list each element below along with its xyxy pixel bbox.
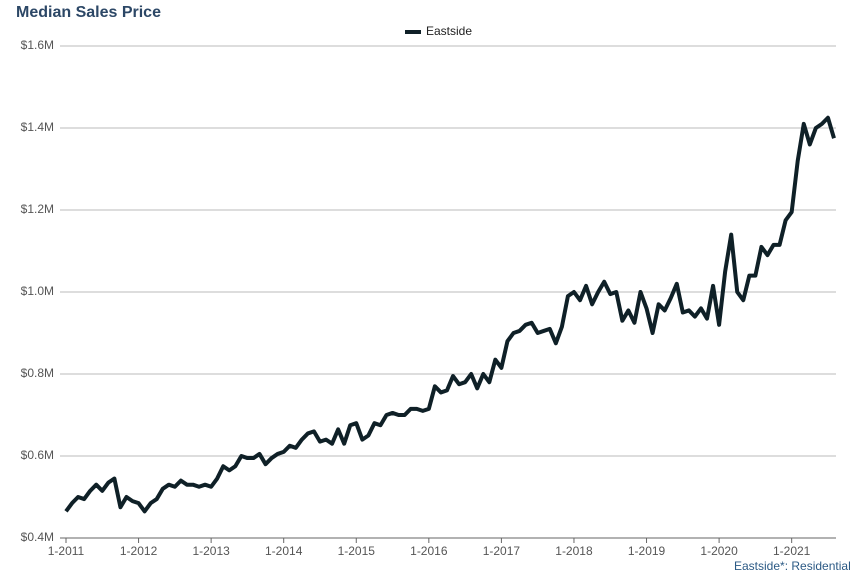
y-tick-label: $1.2M (21, 202, 54, 216)
footnote: Eastside*: Residential (734, 559, 851, 573)
x-tick-label: 1-2017 (483, 544, 521, 558)
y-tick-label: $1.4M (21, 120, 54, 134)
x-tick-label: 1-2019 (628, 544, 666, 558)
y-tick-label: $1.0M (21, 284, 54, 298)
x-tick-label: 1-2011 (48, 544, 85, 558)
y-tick-label: $0.8M (21, 366, 54, 380)
y-tick-label: $1.6M (21, 38, 54, 52)
data-line (64, 115, 836, 514)
x-tick-label: 1-2021 (773, 544, 811, 558)
chart-title: Median Sales Price (16, 4, 161, 21)
x-tick-label: 1-2014 (265, 544, 303, 558)
y-tick-label: $0.4M (21, 530, 54, 544)
x-tick-label: 1-2012 (120, 544, 158, 558)
y-tick-label: $0.6M (21, 448, 54, 462)
x-tick-label: 1-2018 (555, 544, 593, 558)
x-tick-label: 1-2015 (338, 544, 376, 558)
x-tick-label: 1-2020 (700, 544, 738, 558)
x-tick-label: 1-2016 (410, 544, 448, 558)
legend-label: Eastside (426, 24, 472, 38)
x-tick-label: 1-2013 (192, 544, 230, 558)
